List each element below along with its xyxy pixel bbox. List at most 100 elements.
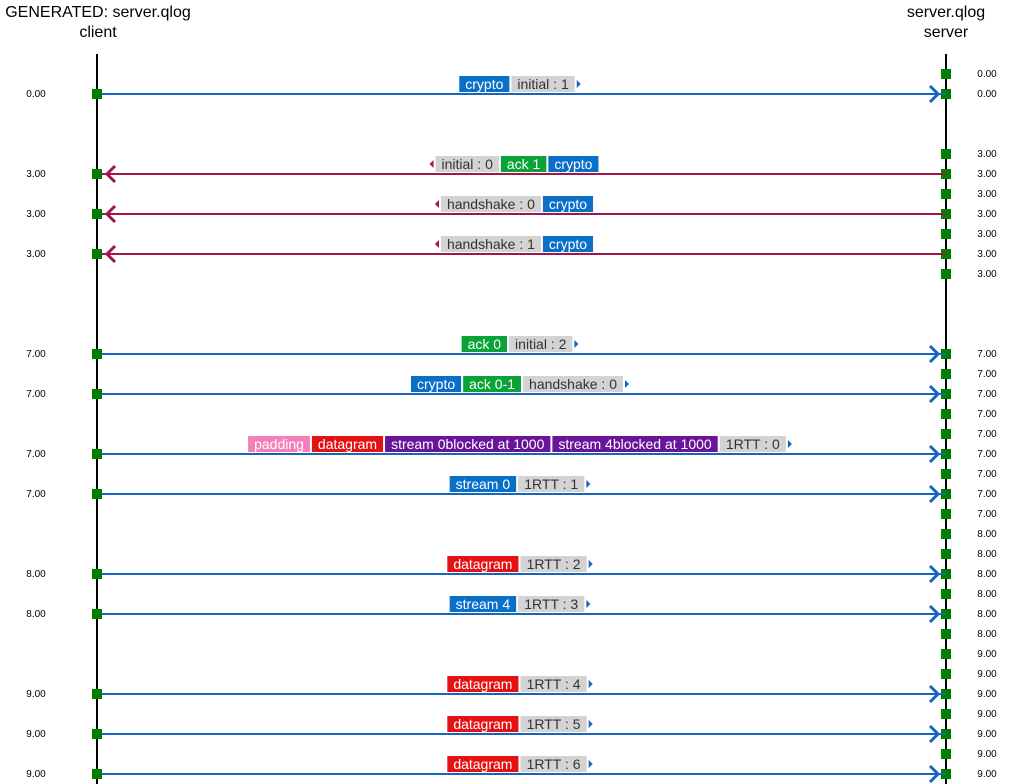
server-event-time: 8.00 <box>977 549 997 560</box>
chip-label: 1RTT : 4 <box>527 676 581 692</box>
message-client-to-server: 9.00 datagram 1RTT : 4 <box>26 676 946 704</box>
server-event-time: 7.00 <box>977 369 997 380</box>
client-event-marker <box>92 249 102 259</box>
message-client-to-server: 9.00 datagram 1RTT : 6 <box>26 756 946 784</box>
frame-chip-ack <box>500 156 547 172</box>
arrow-head <box>928 384 941 404</box>
chip-label: initial : 2 <box>515 336 567 352</box>
server-event-time: 8.00 <box>977 569 997 580</box>
packet-header-chip <box>511 76 575 92</box>
message-server-to-client: 3.00 initial : 0 ack 1 crypto <box>26 156 946 184</box>
arrow-head <box>928 764 941 784</box>
direction-triangle-right <box>586 600 591 608</box>
client-event-time: 9.00 <box>26 769 46 780</box>
client-event-marker <box>92 689 102 699</box>
server-event-marker <box>941 69 951 79</box>
arrow-head <box>928 344 941 364</box>
packet-header-chip <box>520 676 587 692</box>
chip-label: crypto <box>549 196 587 212</box>
packet-header-chip <box>435 156 499 172</box>
packet-header-chip <box>440 196 541 212</box>
frame-chip-datagram <box>447 556 519 572</box>
packet-header-chip <box>523 376 623 392</box>
client-event-time: 7.00 <box>26 489 46 500</box>
arrow-head <box>928 564 941 584</box>
arrow-head <box>928 604 941 624</box>
client-event-time: 7.00 <box>26 389 46 400</box>
message-client-to-server: 7.00 ack 0 initial : 2 <box>26 336 946 364</box>
chip-label: datagram <box>453 556 512 572</box>
server-event-marker <box>941 629 951 639</box>
arrow-head <box>104 204 117 224</box>
chip-label: stream 0 <box>456 476 511 492</box>
server-header: server.qlog server <box>880 3 1011 43</box>
client-event-marker <box>92 609 102 619</box>
server-event-marker <box>941 429 951 439</box>
chip-label: 1RTT : 1 <box>524 476 578 492</box>
direction-triangle-right <box>574 340 579 348</box>
arrow-head <box>928 484 941 504</box>
chip-label: stream 0blocked at 1000 <box>391 436 545 452</box>
chip-label: padding <box>254 436 304 452</box>
chip-label: crypto <box>465 76 503 92</box>
packet-header-chip <box>518 476 585 492</box>
chip-label: ack 0 <box>468 336 502 352</box>
server-event-marker <box>941 509 951 519</box>
message-client-to-server: 8.00 datagram 1RTT : 2 <box>26 556 946 584</box>
server-event-time: 9.00 <box>977 769 997 780</box>
arrow-head <box>928 444 941 464</box>
client-event-marker <box>92 769 102 779</box>
chip-label: 1RTT : 0 <box>726 436 780 452</box>
client-event-time: 3.00 <box>26 249 46 260</box>
chip-label: handshake : 0 <box>447 196 535 212</box>
chip-label: 1RTT : 3 <box>524 596 578 612</box>
server-event-marker <box>941 189 951 199</box>
server-event-time: 0.00 <box>977 69 997 80</box>
direction-triangle-left <box>434 200 439 208</box>
message-client-to-server: 9.00 datagram 1RTT : 5 <box>26 716 946 744</box>
message-client-to-server: 7.00 stream 0 1RTT : 1 <box>26 476 946 504</box>
frame-chip-datagram <box>447 676 519 692</box>
frame-chip-crypto <box>542 236 594 252</box>
client-event-marker <box>92 729 102 739</box>
server-event-time: 7.00 <box>977 409 997 420</box>
server-event-time: 7.00 <box>977 429 997 440</box>
server-event-marker <box>941 709 951 719</box>
direction-triangle-right <box>624 380 629 388</box>
direction-triangle-right <box>586 480 591 488</box>
chip-label: 1RTT : 6 <box>527 756 581 772</box>
server-trace-title: server.qlog <box>906 4 986 21</box>
server-event-marker <box>941 669 951 679</box>
chip-label: datagram <box>453 676 512 692</box>
frame-chip-datagram <box>447 716 519 732</box>
server-role-label: server <box>923 24 969 41</box>
server-event-time: 3.00 <box>977 209 997 220</box>
server-event-time: 9.00 <box>977 749 997 760</box>
client-event-time: 3.00 <box>26 209 46 220</box>
chip-label: datagram <box>453 756 512 772</box>
server-event-time: 7.00 <box>977 469 997 480</box>
chip-label: crypto <box>417 376 455 392</box>
client-event-time: 9.00 <box>26 689 46 700</box>
server-event-time: 8.00 <box>977 609 997 620</box>
server-event-marker <box>941 649 951 659</box>
client-event-marker <box>92 349 102 359</box>
client-event-time: 0.00 <box>26 89 46 100</box>
client-event-time: 8.00 <box>26 609 46 620</box>
packet-header-chip <box>719 436 786 452</box>
arrow-head <box>928 84 941 104</box>
server-event-time: 3.00 <box>977 189 997 200</box>
server-event-time: 3.00 <box>977 269 997 280</box>
messages: 0.00 crypto initial : 1 3.00 initial : 0 ack … <box>26 76 946 784</box>
client-event-marker <box>92 489 102 499</box>
server-event-time: 7.00 <box>977 509 997 520</box>
server-event-marker <box>941 369 951 379</box>
client-event-marker <box>92 89 102 99</box>
server-event-marker <box>941 149 951 159</box>
frame-chip-crypto <box>542 196 594 212</box>
server-event-marker <box>941 549 951 559</box>
frame-chip-ack <box>461 336 508 352</box>
server-event-time: 9.00 <box>977 689 997 700</box>
frame-chip-datagram <box>311 436 384 452</box>
direction-triangle-right <box>588 760 593 768</box>
